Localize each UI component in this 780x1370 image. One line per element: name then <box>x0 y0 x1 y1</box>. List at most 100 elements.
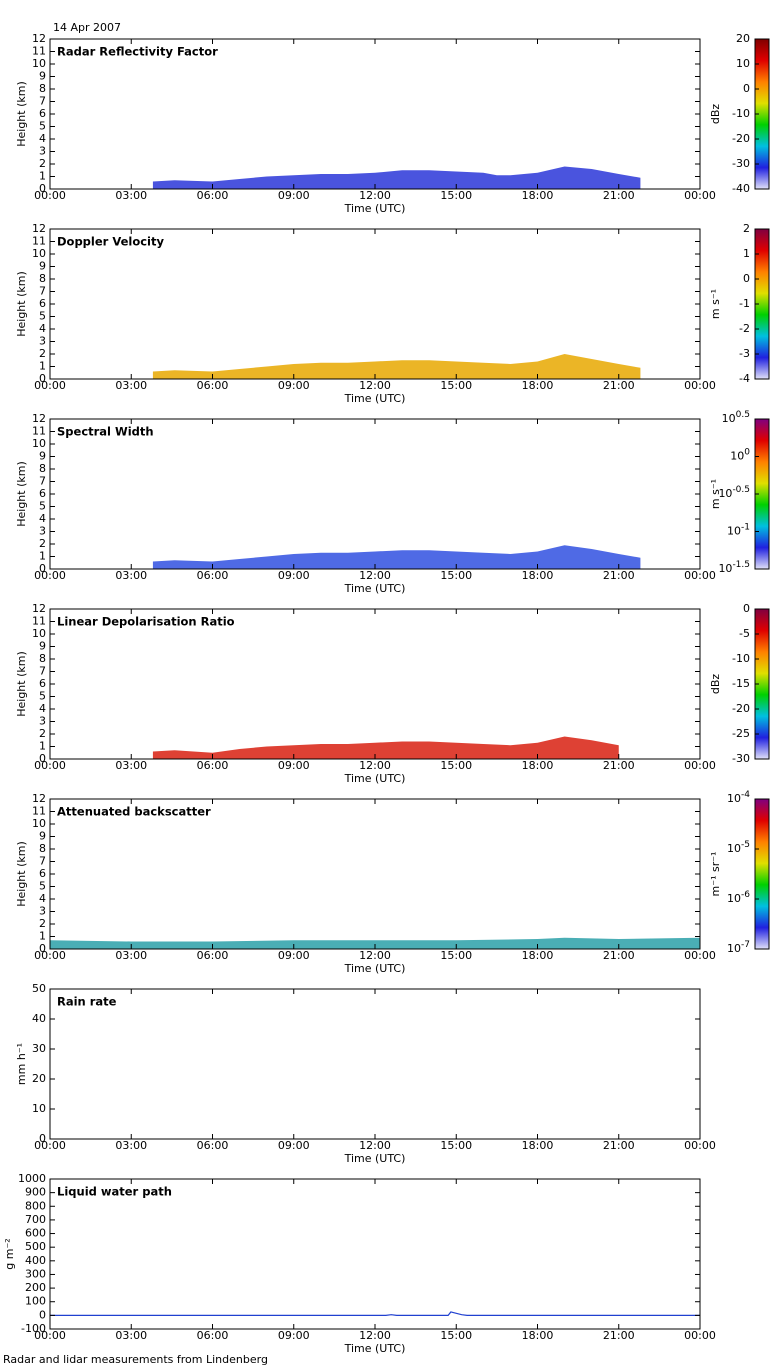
y-tick-label: 0 <box>39 562 46 575</box>
x-tick-label: 00:00 <box>34 189 66 202</box>
x-tick-label: 15:00 <box>440 1139 472 1152</box>
colorbar-label: m s⁻¹ <box>709 479 722 509</box>
y-tick-label: 0 <box>39 372 46 385</box>
y-tick-label: 0 <box>39 182 46 195</box>
colorbar-label: dBz <box>709 674 722 695</box>
x-tick-label: 21:00 <box>603 1329 635 1342</box>
y-axis-label: Height (km) <box>15 461 28 527</box>
x-axis-label: Time (UTC) <box>344 582 406 595</box>
y-tick-label: 10 <box>32 57 46 70</box>
y-tick-label: 10 <box>32 1102 46 1115</box>
y-tick-label: 3 <box>39 905 46 918</box>
x-tick-label: 18:00 <box>522 189 554 202</box>
y-axis-label: Height (km) <box>15 651 28 717</box>
x-tick-label: 21:00 <box>603 379 635 392</box>
y-tick-label: 3 <box>39 525 46 538</box>
x-tick-label: 21:00 <box>603 1139 635 1152</box>
x-tick-label: 06:00 <box>197 759 229 772</box>
x-tick-label: 18:00 <box>522 569 554 582</box>
x-tick-label: 21:00 <box>603 759 635 772</box>
colorbar-tick-label: 100 <box>730 447 750 463</box>
x-tick-label: 00:00 <box>684 569 716 582</box>
colorbar-tick-label: -20 <box>732 702 750 715</box>
y-tick-label: 1 <box>39 740 46 753</box>
tick-exponent: 0 <box>744 447 750 457</box>
colorbar-tick-label: 0 <box>743 602 750 615</box>
y-tick-label: 4 <box>39 702 46 715</box>
x-axis-label: Time (UTC) <box>344 1342 406 1355</box>
x-tick-label: 09:00 <box>278 1139 310 1152</box>
colorbar-tick-label: -15 <box>732 677 750 690</box>
y-tick-label: 8 <box>39 842 46 855</box>
x-tick-label: 15:00 <box>440 759 472 772</box>
plot-frame <box>49 988 701 1140</box>
y-tick-label: 5 <box>39 500 46 513</box>
colorbar-tick-label: 0 <box>743 272 750 285</box>
plot-frame <box>49 38 701 190</box>
tick-exponent: -1 <box>741 522 750 532</box>
y-axis-label: Height (km) <box>15 271 28 337</box>
x-tick-label: 15:00 <box>440 379 472 392</box>
x-axis-label: Time (UTC) <box>344 202 406 215</box>
colorbar-tick-label: 2 <box>743 222 750 235</box>
y-tick-label: 5 <box>39 120 46 133</box>
panel-title: Doppler Velocity <box>57 235 164 249</box>
x-tick-label: 06:00 <box>197 1329 229 1342</box>
colorbar-tick-label: 10-5 <box>727 840 750 856</box>
x-tick-label: 06:00 <box>197 1139 229 1152</box>
y-tick-label: 2 <box>39 917 46 930</box>
x-tick-label: 09:00 <box>278 189 310 202</box>
tick-exponent: 0.5 <box>736 410 750 420</box>
y-tick-label: 9 <box>39 260 46 273</box>
y-tick-label: 12 <box>32 222 46 235</box>
tick-exponent: -4 <box>741 790 750 800</box>
colorbar-tick-label: -4 <box>739 372 750 385</box>
x-tick-label: 00:00 <box>34 949 66 962</box>
plot-frame <box>49 228 701 380</box>
x-tick-label: 09:00 <box>278 949 310 962</box>
colorbar-tick-label: -40 <box>732 182 750 195</box>
colorbar-tick-label: -1 <box>739 297 750 310</box>
x-tick-label: 12:00 <box>359 379 391 392</box>
y-tick-label: 1 <box>39 170 46 183</box>
plot-frame <box>49 798 701 950</box>
y-tick-label: 8 <box>39 652 46 665</box>
y-tick-label: 9 <box>39 70 46 83</box>
colorbar-tick-label: -20 <box>732 132 750 145</box>
y-tick-label: 3 <box>39 335 46 348</box>
panel-title: Attenuated backscatter <box>57 805 211 819</box>
colorbar-tick-label: 20 <box>736 32 750 45</box>
panel-title: Spectral Width <box>57 425 154 439</box>
colorbar-tick-label: -10 <box>732 652 750 665</box>
colorbar-tick-label: 10-0.5 <box>718 485 750 501</box>
plot-frame <box>49 1178 701 1330</box>
y-tick-label: 600 <box>25 1227 46 1240</box>
y-axis-label: Height (km) <box>15 841 28 907</box>
x-tick-label: 12:00 <box>359 569 391 582</box>
plot-frame <box>49 418 701 570</box>
y-tick-label: 3 <box>39 715 46 728</box>
y-tick-label: 20 <box>32 1072 46 1085</box>
echo-area <box>152 736 619 759</box>
x-tick-label: 21:00 <box>603 189 635 202</box>
x-tick-label: 03:00 <box>115 569 147 582</box>
colorbar-tick-label: 10 <box>736 57 750 70</box>
y-tick-label: -100 <box>21 1322 46 1335</box>
y-axis-label: mm h⁻¹ <box>15 1043 28 1085</box>
y-tick-label: 0 <box>39 1308 46 1321</box>
colorbar-tick-label: -3 <box>739 347 750 360</box>
y-tick-label: 40 <box>32 1012 46 1025</box>
tick-exponent: -0.5 <box>732 485 750 495</box>
y-tick-label: 1 <box>39 930 46 943</box>
x-tick-label: 09:00 <box>278 759 310 772</box>
y-tick-label: 200 <box>25 1281 46 1294</box>
echo-area <box>152 166 641 189</box>
tick-exponent: -1.5 <box>732 560 750 570</box>
x-tick-label: 00:00 <box>34 759 66 772</box>
x-tick-label: 12:00 <box>359 949 391 962</box>
x-tick-label: 21:00 <box>603 949 635 962</box>
data-line <box>50 1311 700 1316</box>
x-tick-label: 00:00 <box>34 569 66 582</box>
x-tick-label: 12:00 <box>359 1139 391 1152</box>
